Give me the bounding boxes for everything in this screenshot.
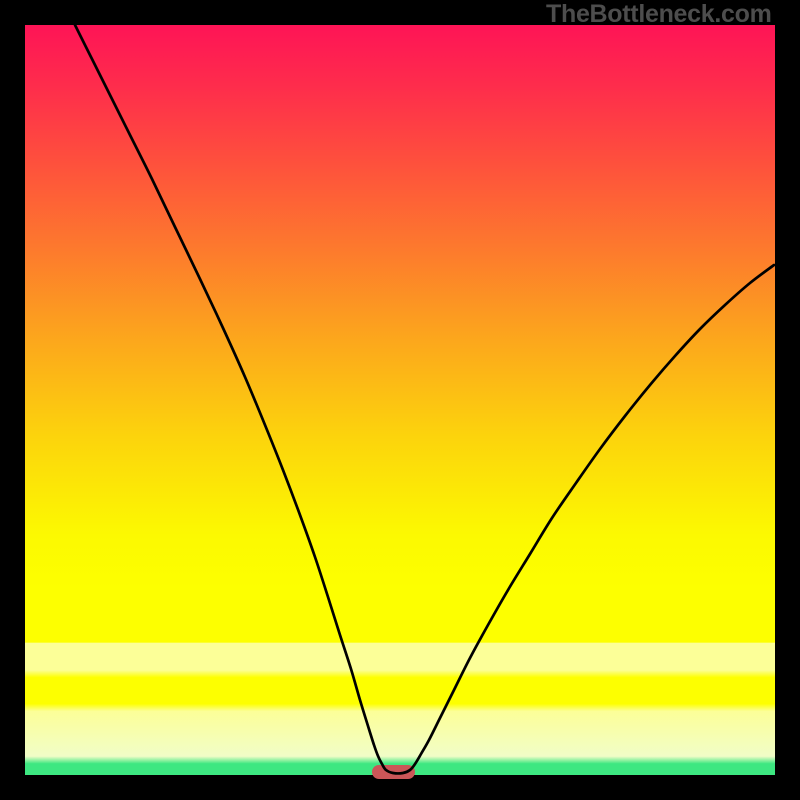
chart-root: TheBottleneck.com bbox=[0, 0, 800, 800]
curve-layer bbox=[0, 0, 800, 800]
bottleneck-curve bbox=[75, 25, 774, 773]
watermark-text: TheBottleneck.com bbox=[546, 0, 772, 29]
